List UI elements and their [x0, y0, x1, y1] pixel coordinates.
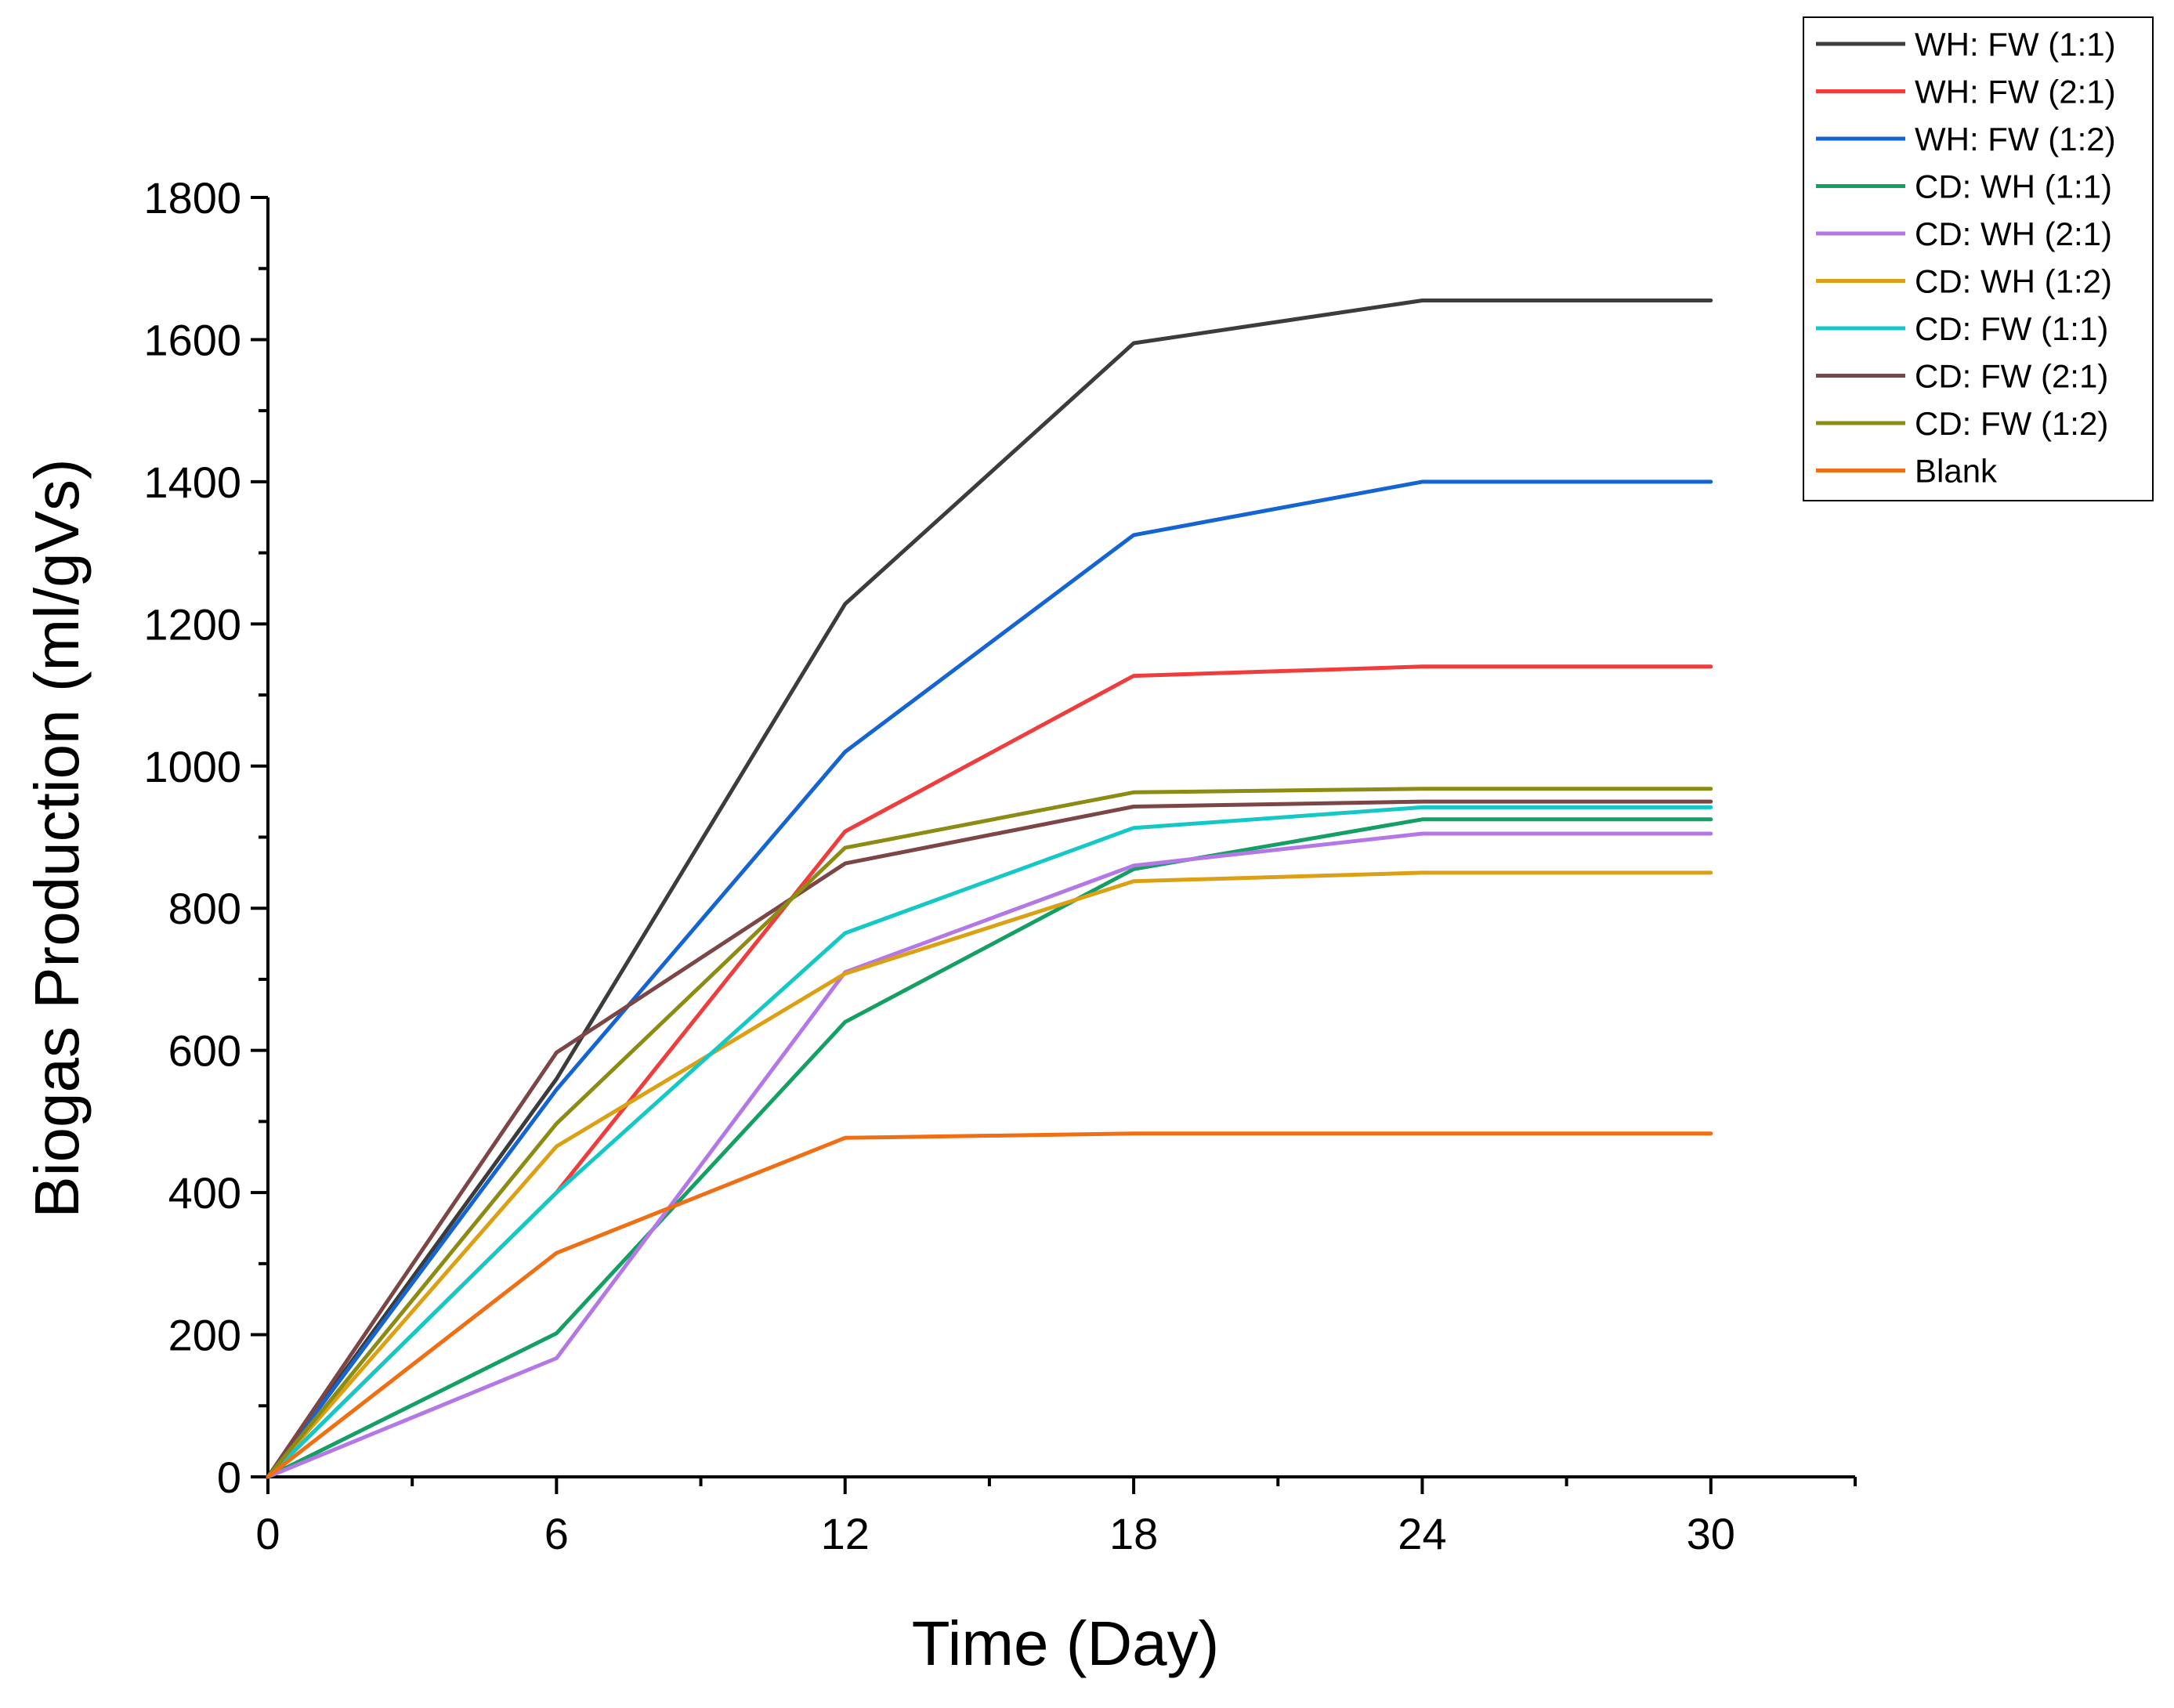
x-tick-label: 18: [1109, 1509, 1158, 1558]
legend-entry-label: CD: WH (1:2): [1915, 263, 2112, 300]
y-tick-label: 600: [168, 1026, 241, 1076]
x-tick-label: 30: [1687, 1509, 1735, 1558]
legend-entry-label: WH: FW (2:1): [1915, 74, 2116, 110]
y-tick-label: 400: [168, 1168, 241, 1218]
series-line-5: [266, 831, 1713, 1479]
series-layer: [266, 299, 1713, 1479]
y-tick-label: 200: [168, 1311, 241, 1360]
legend-entry-label: CD: WH (1:1): [1915, 168, 2112, 205]
y-axis: 0 200 400 600 800 1000 1200 1400 1600 1800: [143, 173, 269, 1502]
legend-entry-label: WH: FW (1:1): [1915, 26, 2116, 63]
x-axis: 0 6 12 18 24 30: [255, 1475, 1857, 1558]
y-tick-label: 1000: [143, 742, 241, 791]
x-tick-label: 24: [1398, 1509, 1446, 1558]
series-line-9: [266, 787, 1713, 1479]
y-tick-label: 1400: [143, 458, 241, 507]
y-tick-label: 0: [217, 1453, 241, 1502]
legend-entry-label: CD: FW (2:1): [1915, 358, 2108, 395]
x-tick-label: 0: [255, 1509, 280, 1558]
y-tick-label: 800: [168, 884, 241, 933]
x-axis-title: Time (Day): [912, 1608, 1220, 1678]
legend-entry-label: Blank: [1915, 453, 1998, 490]
series-line-10: [266, 1131, 1713, 1479]
legend-entry-label: CD: FW (1:1): [1915, 310, 2108, 347]
y-tick-label: 1600: [143, 315, 241, 364]
series-line-7: [266, 805, 1713, 1479]
series-line-8: [266, 799, 1713, 1479]
legend-entry-label: WH: FW (1:2): [1915, 121, 2116, 157]
legend-box: [1803, 16, 2154, 501]
y-tick-label: 1800: [143, 173, 241, 223]
legend-entry-label: CD: FW (1:2): [1915, 405, 2108, 442]
x-tick-label: 6: [544, 1509, 569, 1558]
series-line-3: [266, 479, 1713, 1479]
x-tick-label: 12: [821, 1509, 870, 1558]
y-tick-label: 1200: [143, 599, 241, 649]
y-axis-title: Biogas Production (ml/gVs): [22, 458, 92, 1218]
legend: WH: FW (1:1) WH: FW (2:1) WH: FW (1:2) CD: …: [1803, 16, 2154, 501]
series-line-4: [266, 817, 1713, 1479]
series-line-1: [266, 299, 1713, 1479]
series-line-6: [266, 870, 1713, 1479]
legend-entry-label: CD: WH (2:1): [1915, 215, 2112, 252]
